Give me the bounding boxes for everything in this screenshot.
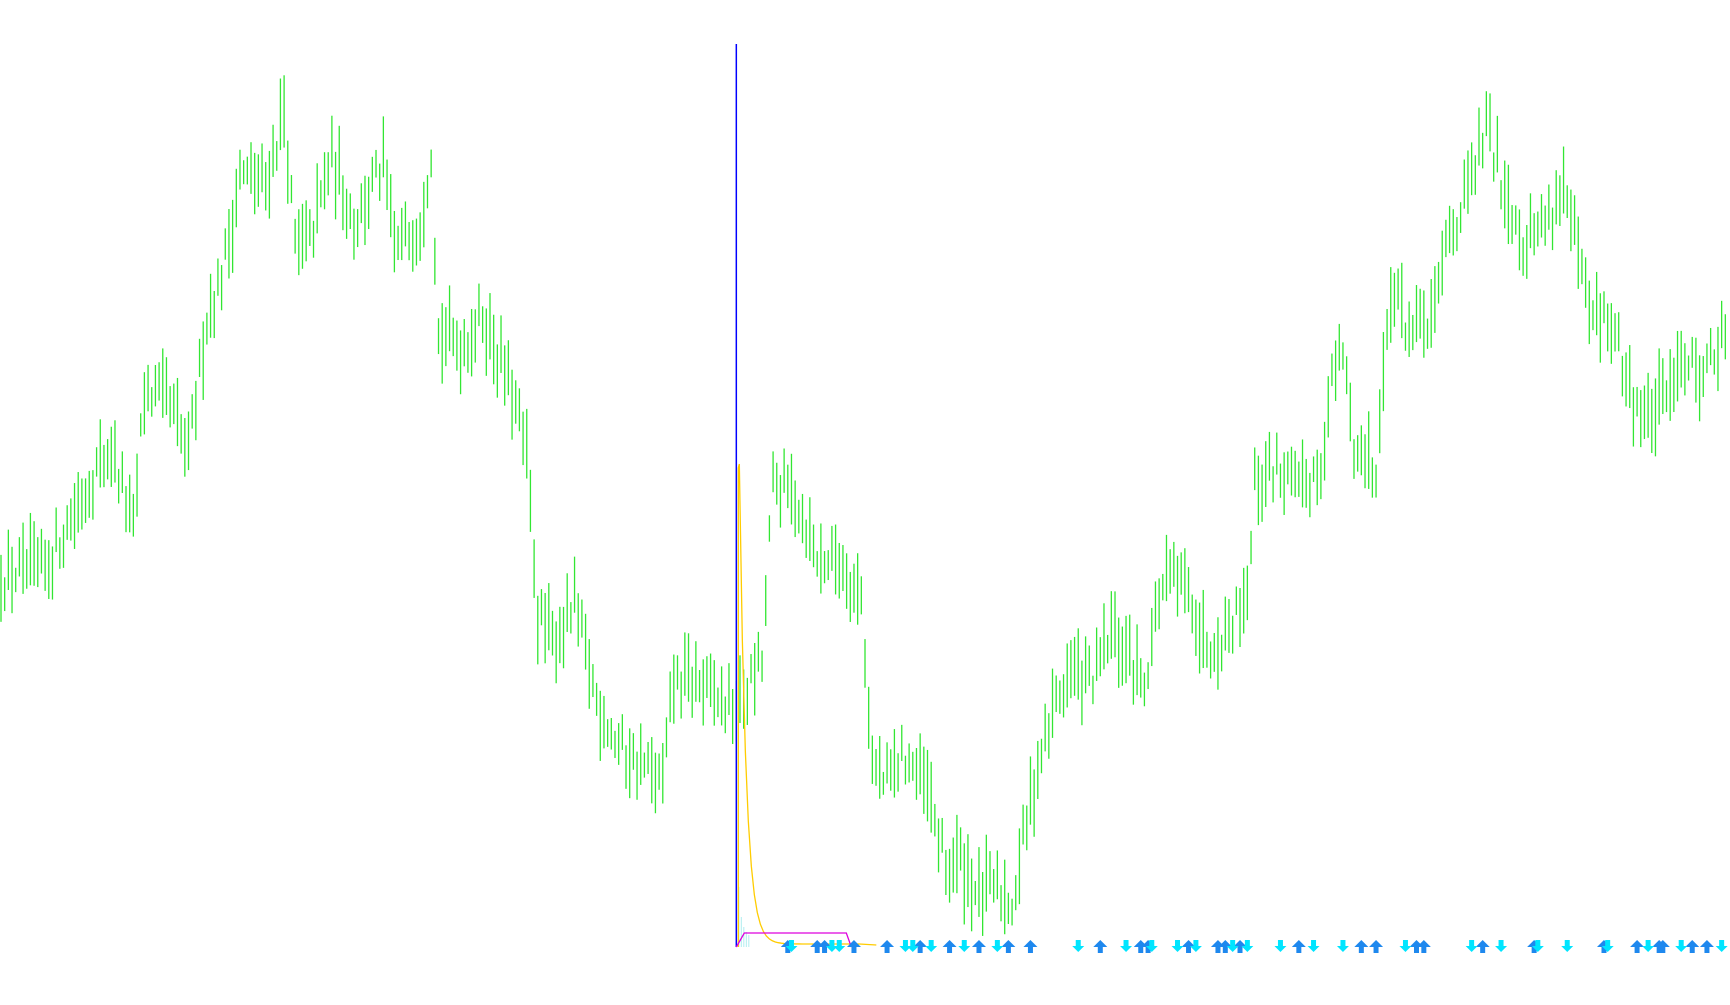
step-indicator-line — [735, 932, 852, 948]
down-arrow-icon — [1399, 940, 1412, 952]
up-arrow-icon — [971, 940, 986, 953]
down-arrow-icon — [1189, 940, 1202, 952]
up-arrow-icon — [1630, 940, 1645, 953]
down-arrow-icon — [1531, 940, 1544, 952]
down-arrow-icon — [906, 940, 919, 952]
up-arrow-icon — [1218, 940, 1233, 953]
down-arrow-icon — [1465, 940, 1478, 952]
up-arrow-icon — [1475, 940, 1490, 953]
down-arrow-icon — [1120, 940, 1133, 952]
down-arrow-icon — [1336, 940, 1349, 952]
up-arrow-icon — [913, 940, 928, 953]
up-arrow-icon — [1291, 940, 1306, 953]
down-arrow-icon — [991, 940, 1004, 952]
up-arrow-icon — [942, 940, 957, 953]
down-arrow-icon — [1274, 940, 1287, 952]
down-arrow-icon — [785, 940, 798, 952]
up-arrow-icon — [1354, 940, 1369, 953]
down-arrow-icon — [1675, 940, 1688, 952]
up-arrow-icon — [1093, 940, 1108, 953]
up-arrow-icon — [1001, 940, 1016, 953]
down-arrow-icon — [925, 940, 938, 952]
up-arrow-icon — [1181, 940, 1196, 953]
down-arrow-icon — [833, 940, 846, 952]
up-arrow-icon — [1409, 940, 1424, 953]
down-arrow-icon — [1307, 940, 1320, 952]
down-arrow-icon — [1642, 940, 1655, 952]
down-arrow-icon — [1601, 940, 1614, 952]
down-arrow-icon — [1072, 940, 1085, 952]
up-arrow-icon — [817, 940, 832, 953]
down-arrow-icon — [899, 940, 912, 952]
down-arrow-icon — [958, 940, 971, 952]
up-arrow-icon — [1210, 940, 1225, 953]
up-arrow-icon — [1416, 940, 1431, 953]
up-arrow-icon — [1233, 940, 1248, 953]
up-arrow-icon — [880, 940, 895, 953]
down-arrow-icon — [1715, 940, 1728, 952]
up-arrow-icon — [1685, 940, 1700, 953]
down-arrow-icon — [1241, 940, 1254, 952]
down-arrow-icon — [1171, 940, 1184, 952]
down-arrow-icon — [825, 940, 838, 952]
up-arrow-icon — [846, 940, 861, 953]
up-arrow-icon — [1133, 940, 1148, 953]
decay-indicator-line — [737, 463, 877, 947]
up-arrow-icon — [1699, 940, 1714, 953]
up-arrow-icon — [810, 940, 825, 953]
up-arrow-icon — [1655, 940, 1670, 953]
down-arrow-icon — [1561, 940, 1574, 952]
up-arrow-icon — [1369, 940, 1384, 953]
up-arrow-icon — [1023, 940, 1038, 953]
down-arrow-icon — [1226, 940, 1239, 952]
down-arrow-icon — [1495, 940, 1508, 952]
down-arrow-icon — [1145, 940, 1158, 952]
